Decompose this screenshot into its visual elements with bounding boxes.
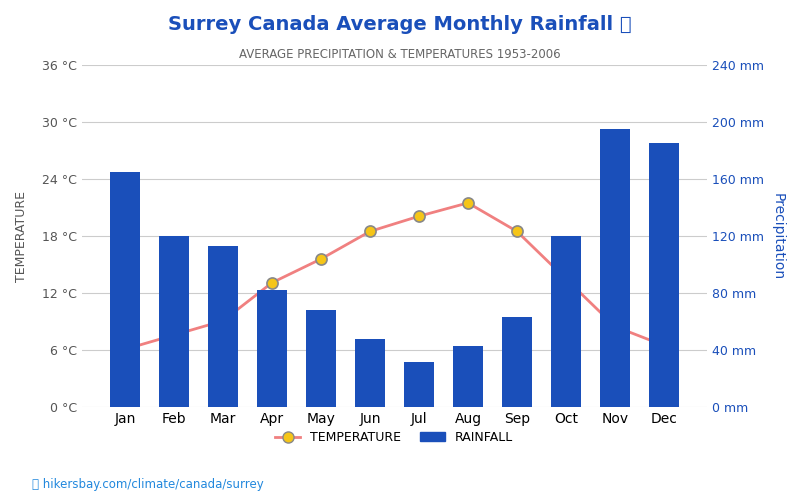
Text: 📍 hikersbay.com/climate/canada/surrey: 📍 hikersbay.com/climate/canada/surrey	[32, 478, 264, 491]
Text: Surrey Canada Average Monthly Rainfall 🌧: Surrey Canada Average Monthly Rainfall 🌧	[168, 15, 632, 34]
Bar	[208, 246, 238, 408]
Bar	[551, 236, 581, 408]
Text: AVERAGE PRECIPITATION & TEMPERATURES 1953-2006: AVERAGE PRECIPITATION & TEMPERATURES 195…	[239, 48, 561, 60]
Bar	[355, 339, 385, 407]
Bar	[306, 310, 336, 408]
Y-axis label: Precipitation: Precipitation	[771, 192, 785, 280]
Bar	[258, 290, 286, 408]
Legend: TEMPERATURE, RAINFALL: TEMPERATURE, RAINFALL	[270, 426, 518, 449]
Bar	[159, 236, 189, 408]
Bar	[502, 318, 532, 408]
Y-axis label: TEMPERATURE: TEMPERATURE	[15, 190, 28, 282]
Bar	[600, 129, 630, 407]
Bar	[650, 144, 678, 408]
Bar	[110, 172, 139, 408]
Bar	[404, 362, 434, 408]
Bar	[454, 346, 482, 408]
